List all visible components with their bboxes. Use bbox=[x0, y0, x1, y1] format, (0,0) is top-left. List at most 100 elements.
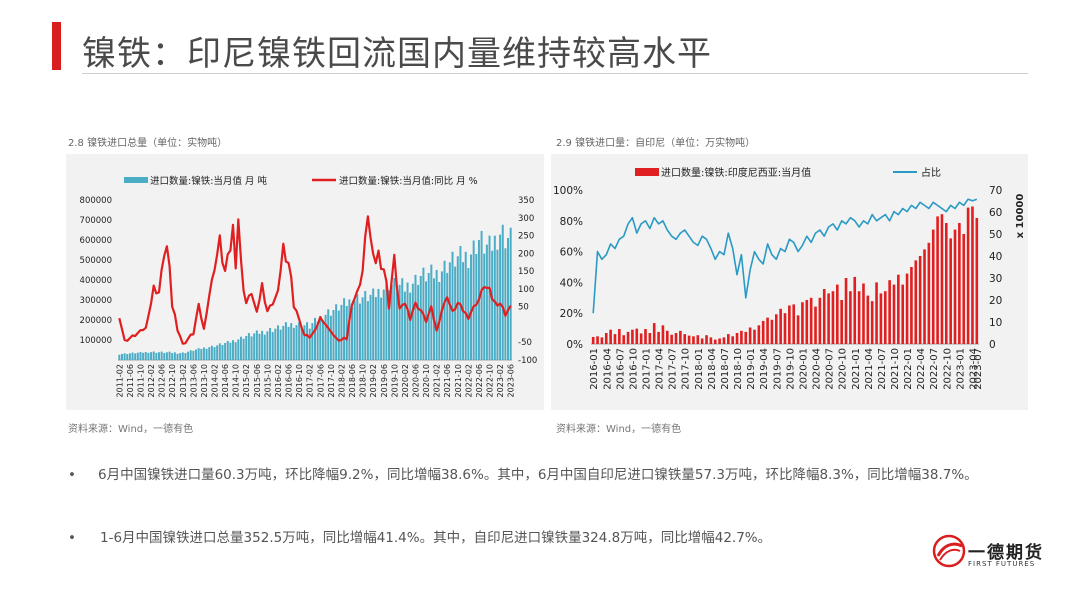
bar-indonesia-volume bbox=[914, 260, 918, 344]
bar-import-volume bbox=[491, 250, 494, 360]
bar-indonesia-volume bbox=[827, 293, 830, 344]
bar-import-volume bbox=[189, 350, 192, 360]
bar-import-volume bbox=[195, 349, 197, 360]
x-axis-tick-label: 2021-07 bbox=[877, 348, 888, 390]
right-axis-tick-label: 70 bbox=[989, 185, 1002, 197]
x-axis-tick-label: 2022-02 bbox=[464, 364, 473, 397]
bar-indonesia-volume bbox=[831, 291, 835, 344]
right-chart-panel: 进口数量:镍铁:印度尼西亚:当月值 占比 0% 20% 40% 60% 80% 100% 0 10… bbox=[551, 154, 1028, 410]
bar-import-volume bbox=[131, 352, 134, 360]
bar-import-volume bbox=[358, 303, 361, 360]
bullet-dot-icon: • bbox=[68, 467, 76, 483]
right-axis-tick-label: 100 bbox=[518, 285, 534, 295]
left-axis-tick-label: 800000 bbox=[80, 196, 112, 206]
bar-indonesia-volume bbox=[600, 337, 604, 344]
bar-indonesia-volume bbox=[713, 339, 717, 344]
bar-import-volume bbox=[374, 297, 377, 360]
bar-import-volume bbox=[276, 325, 279, 360]
right-axis-tick-label: -100 bbox=[518, 356, 537, 366]
x-axis-tick-label: 2014-02 bbox=[211, 364, 220, 397]
x-axis-tick-label: 2018-01 bbox=[694, 348, 705, 390]
x-axis-tick-label: 2022-06 bbox=[475, 364, 484, 397]
x-axis-tick-label: 2018-10 bbox=[733, 348, 744, 390]
bar-import-volume bbox=[366, 301, 369, 360]
bar-indonesia-volume bbox=[591, 336, 595, 344]
bar-import-volume bbox=[171, 353, 174, 360]
bar-indonesia-volume bbox=[892, 284, 896, 344]
title-divider bbox=[82, 73, 1028, 74]
bar-indonesia-volume bbox=[888, 280, 891, 344]
bar-import-volume bbox=[509, 227, 512, 360]
left-axis-tick-label: 700000 bbox=[80, 216, 112, 226]
bar-import-volume bbox=[269, 327, 272, 360]
x-axis-tick-label: 2016-10 bbox=[628, 348, 639, 390]
bar-indonesia-volume bbox=[722, 337, 726, 344]
bar-import-volume bbox=[475, 253, 478, 360]
x-axis-tick-label: 2020-10 bbox=[838, 348, 849, 390]
bar-import-volume bbox=[258, 333, 261, 360]
x-axis-tick-label: 2011-06 bbox=[126, 364, 135, 397]
bar-import-volume bbox=[372, 288, 375, 360]
bar-import-volume bbox=[184, 353, 187, 360]
bar-indonesia-volume bbox=[727, 334, 730, 344]
bar-indonesia-volume bbox=[618, 329, 621, 344]
bar-indonesia-volume bbox=[635, 328, 639, 344]
bar-indonesia-volume bbox=[757, 325, 761, 344]
bar-import-volume bbox=[290, 323, 293, 360]
x-axis-tick-label: 2013-06 bbox=[189, 364, 198, 397]
x-axis-tick-label: 2020-10 bbox=[422, 364, 431, 397]
bullet-dot-icon: • bbox=[68, 530, 76, 546]
bar-import-volume bbox=[504, 248, 507, 360]
x-axis-tick-label: 2016-04 bbox=[602, 348, 613, 390]
legend-label-yoy: 进口数量:镍铁:当月值:同比 月 % bbox=[339, 175, 478, 187]
right-chart-caption: 2.9 镍铁进口量：自印尼（单位：万实物吨） bbox=[556, 138, 756, 149]
bar-indonesia-volume bbox=[931, 229, 935, 344]
bar-import-volume bbox=[316, 321, 319, 360]
x-axis-tick-label: 2021-04 bbox=[864, 348, 875, 390]
x-axis-tick-label: 2021-06 bbox=[443, 364, 452, 397]
bar-import-volume bbox=[176, 353, 179, 360]
x-axis-tick-label: 2020-04 bbox=[812, 348, 823, 390]
bar-import-volume bbox=[377, 288, 380, 360]
bar-import-volume bbox=[501, 224, 504, 360]
right-axis-tick-label: 50 bbox=[989, 229, 1002, 241]
bullet-item-2: • 1-6月中国镍铁进口总量352.5万吨，同比增幅41.4%。其中，自印尼进口… bbox=[68, 525, 1028, 551]
left-chart-panel: 进口数量:镍铁:当月值 月 吨 进口数量:镍铁:当月值:同比 月 % 100000 2… bbox=[66, 154, 544, 410]
bar-indonesia-volume bbox=[944, 223, 948, 344]
bar-import-volume bbox=[271, 332, 274, 360]
bar-indonesia-volume bbox=[958, 223, 961, 344]
bar-indonesia-volume bbox=[927, 242, 931, 344]
bar-import-volume bbox=[292, 327, 295, 360]
bar-import-volume bbox=[208, 347, 211, 360]
bar-import-volume bbox=[187, 351, 190, 360]
bar-import-volume bbox=[409, 292, 412, 360]
right-axis-multiplier: x 10000 bbox=[1015, 194, 1026, 239]
bar-import-volume bbox=[483, 253, 486, 360]
bar-indonesia-volume bbox=[953, 229, 957, 344]
bar-import-volume bbox=[467, 268, 470, 360]
legend-label-share: 占比 bbox=[921, 166, 941, 179]
bar-import-volume bbox=[507, 238, 510, 360]
left-chart-svg: 进口数量:镍铁:当月值 月 吨 进口数量:镍铁:当月值:同比 月 % 100000 2… bbox=[80, 175, 538, 397]
bar-import-volume bbox=[123, 353, 126, 360]
right-axis-tick-label: 50 bbox=[518, 303, 529, 313]
bar-indonesia-volume bbox=[809, 297, 813, 344]
x-axis-tick-label: 2021-01 bbox=[851, 348, 862, 390]
bar-indonesia-volume bbox=[783, 313, 787, 344]
bar-import-volume bbox=[403, 291, 406, 360]
bar-import-volume bbox=[417, 284, 420, 360]
bar-indonesia-volume bbox=[936, 216, 939, 344]
bar-import-volume bbox=[155, 352, 158, 360]
bar-indonesia-volume bbox=[849, 291, 852, 344]
x-axis-tick-label: 2018-07 bbox=[720, 348, 731, 390]
x-axis-tick-label: 2022-07 bbox=[929, 348, 940, 390]
x-axis-tick-label: 2019-10 bbox=[785, 348, 796, 390]
x-axis-tick-label: 2013-10 bbox=[200, 364, 209, 397]
bar-indonesia-volume bbox=[836, 284, 839, 344]
x-axis-tick-label: 2012-02 bbox=[147, 364, 156, 397]
bar-indonesia-volume bbox=[700, 338, 704, 344]
bar-indonesia-volume bbox=[596, 336, 599, 344]
bar-import-volume bbox=[205, 348, 208, 360]
bar-indonesia-volume bbox=[731, 336, 734, 344]
bar-import-volume bbox=[321, 320, 324, 360]
